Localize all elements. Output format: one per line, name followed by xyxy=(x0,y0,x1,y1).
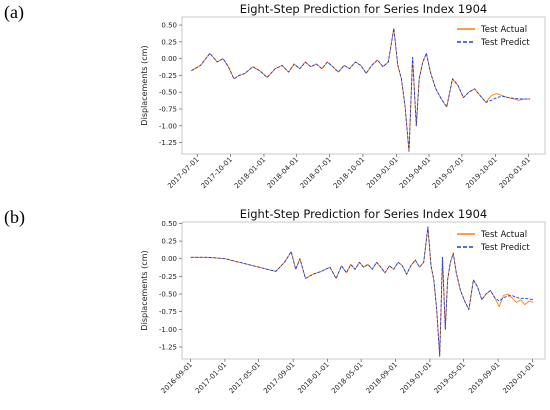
y-axis-label: Displacements (cm) xyxy=(140,45,149,125)
x-tick-label: 2018-01-01 xyxy=(296,361,330,395)
x-tick-label: 2019-01-01 xyxy=(399,361,433,395)
legend-label: Test Actual xyxy=(480,230,527,240)
y-tick-label: 0.25 xyxy=(161,38,177,46)
panel-label-a: (a) xyxy=(4,2,24,22)
plot-frame xyxy=(181,16,546,155)
y-tick-label: 0.25 xyxy=(161,238,177,246)
x-tick-label: 2018-05-01 xyxy=(330,361,364,395)
plot-frame xyxy=(181,221,546,360)
x-tick-label: 2017-09-01 xyxy=(262,361,296,395)
legend-label: Test Actual xyxy=(480,25,527,35)
x-tick-label: 2019-07-01 xyxy=(431,156,465,190)
x-tick-label: 2018-01-01 xyxy=(233,156,267,190)
x-tick-label: 2019-10-01 xyxy=(464,156,498,190)
x-tick-label: 2018-10-01 xyxy=(332,156,366,190)
x-tick-label: 2018-09-01 xyxy=(365,361,399,395)
chart-title: Eight-Step Prediction for Series Index 1… xyxy=(240,207,487,221)
legend-label: Test Predict xyxy=(480,243,530,253)
y-tick-label: -0.25 xyxy=(159,72,177,80)
y-tick-label: 0.50 xyxy=(161,220,177,228)
chart-1: Eight-Step Prediction for Series Index 1… xyxy=(140,207,546,395)
y-tick-label: -0.50 xyxy=(159,291,177,299)
y-tick-label: -0.50 xyxy=(159,89,177,97)
y-tick-label: 0.00 xyxy=(161,255,177,263)
y-tick-label: -1.25 xyxy=(159,343,177,351)
chart-title: Eight-Step Prediction for Series Index 1… xyxy=(240,2,487,16)
x-tick-label: 2017-05-01 xyxy=(228,361,262,395)
x-tick-label: 2018-07-01 xyxy=(299,156,333,190)
x-tick-label: 2017-10-01 xyxy=(200,156,234,190)
x-tick-label: 2019-01-01 xyxy=(365,156,399,190)
x-tick-label: 2019-09-01 xyxy=(467,361,501,395)
x-tick-label: 2019-04-01 xyxy=(398,156,432,190)
x-tick-label: 2020-01-01 xyxy=(498,156,532,190)
x-tick-label: 2020-01-01 xyxy=(501,361,535,395)
y-tick-label: -0.75 xyxy=(159,106,177,114)
y-tick-label: -0.75 xyxy=(159,308,177,316)
legend-label: Test Predict xyxy=(480,38,530,48)
y-tick-label: 0.50 xyxy=(161,22,177,30)
series-line-test-predict xyxy=(190,226,534,357)
series-line-test-actual xyxy=(191,27,531,152)
y-tick-label: 0.00 xyxy=(161,55,177,63)
series-line-test-predict xyxy=(191,27,531,152)
x-tick-label: 2016-09-01 xyxy=(160,361,194,395)
panel-label-b: (b) xyxy=(4,207,25,227)
y-tick-label: -1.25 xyxy=(159,139,177,147)
x-tick-label: 2017-07-01 xyxy=(166,156,200,190)
y-axis-label: Displacements (cm) xyxy=(140,250,149,330)
chart-0: Eight-Step Prediction for Series Index 1… xyxy=(140,2,546,190)
y-tick-label: -1.00 xyxy=(159,122,177,130)
y-tick-label: -1.00 xyxy=(159,326,177,334)
x-tick-label: 2017-01-01 xyxy=(194,361,228,395)
y-tick-label: -0.25 xyxy=(159,273,177,281)
x-tick-label: 2019-05-01 xyxy=(433,361,467,395)
x-tick-label: 2018-04-01 xyxy=(266,156,300,190)
